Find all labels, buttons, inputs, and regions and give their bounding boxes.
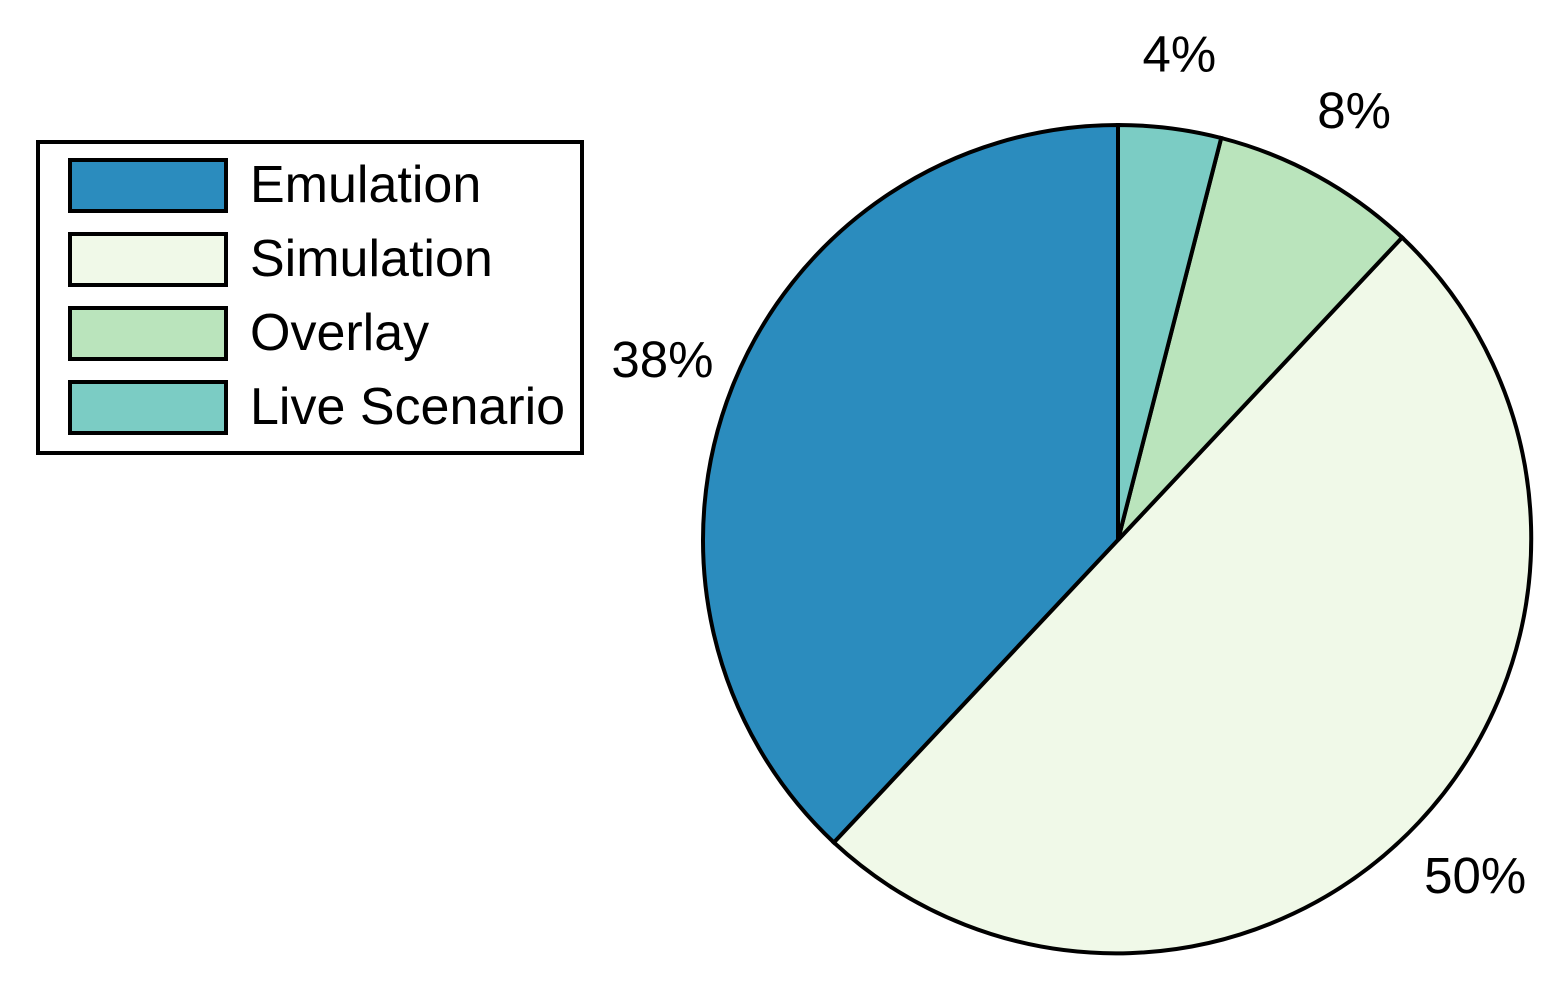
legend-item-emulation: Emulation (68, 158, 580, 213)
legend-label-live-scenario: Live Scenario (250, 378, 566, 436)
pie-slices-group (701, 122, 1534, 956)
legend-label-emulation: Emulation (250, 156, 482, 214)
legend-item-simulation: Simulation (68, 232, 580, 287)
legend-swatch-live-scenario (68, 380, 228, 435)
legend: Emulation Simulation Overlay Live Scenar… (36, 140, 584, 455)
pie-label-emulation: 38% (611, 331, 713, 388)
pie-slice-live-scenario (1116, 122, 1224, 541)
legend-swatch-overlay (68, 306, 228, 361)
pie-slice-emulation (701, 122, 1120, 846)
pie-label-overlay: 8% (1317, 82, 1391, 139)
legend-item-live-scenario: Live Scenario (68, 380, 580, 435)
legend-label-overlay: Overlay (250, 304, 430, 362)
legend-swatch-emulation (68, 158, 228, 213)
pie-labels-group: 38% 50% 8% 4% (611, 25, 1526, 904)
legend-label-simulation: Simulation (250, 230, 493, 288)
legend-item-overlay: Overlay (68, 306, 580, 361)
pie-label-simulation: 50% (1424, 847, 1526, 904)
legend-swatch-simulation (68, 232, 228, 287)
pie-slice-overlay (1116, 135, 1405, 542)
pie-label-live-scenario: 4% (1143, 25, 1217, 82)
pie-slice-simulation (831, 234, 1534, 956)
